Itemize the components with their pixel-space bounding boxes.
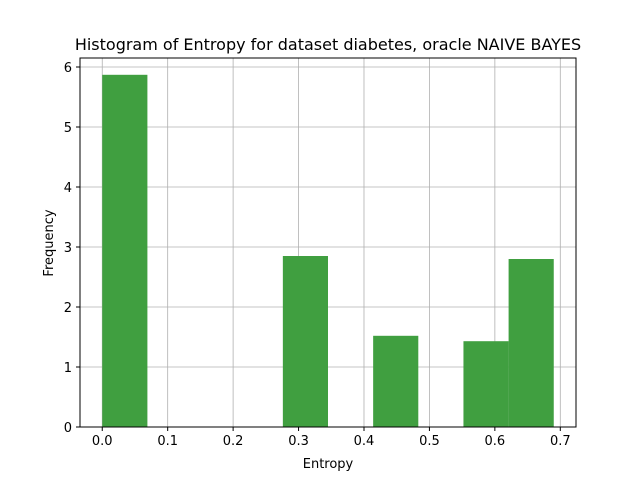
plot-area-frame [79,57,577,428]
x-tick-label: 0.7 [550,434,571,449]
y-axis-label: Frequency [42,209,57,276]
histogram-bar [102,74,148,428]
histogram-bar [282,256,328,427]
y-tick-label: 6 [64,61,72,76]
y-tick-label: 2 [64,301,72,316]
grid-lines [80,58,576,428]
x-axis-ticks: 0.0 0.1 0.2 0.3 0.4 0.5 0.6 0.7 [92,427,571,449]
x-tick-label: 0.3 [288,434,309,449]
x-tick-label: 0.4 [354,434,375,449]
y-tick-label: 5 [64,121,72,136]
histogram-bar [508,259,554,427]
y-tick-label: 4 [64,181,72,196]
y-tick-label: 3 [64,241,72,256]
x-tick-label: 0.1 [157,434,178,449]
x-tick-label: 0.0 [92,434,113,449]
y-tick-label: 1 [64,361,72,376]
x-tick-label: 0.5 [419,434,440,449]
histogram-bar [373,335,419,427]
chart-title: Histogram of Entropy for dataset diabete… [75,35,581,54]
y-tick-label: 0 [64,421,72,436]
histogram-bar [463,341,509,427]
x-tick-label: 0.2 [223,434,244,449]
x-axis-label: Entropy [303,457,354,472]
y-axis-ticks: 0 1 2 3 4 5 6 [64,61,80,436]
x-tick-label: 0.6 [485,434,506,449]
histogram-bars [102,74,554,428]
